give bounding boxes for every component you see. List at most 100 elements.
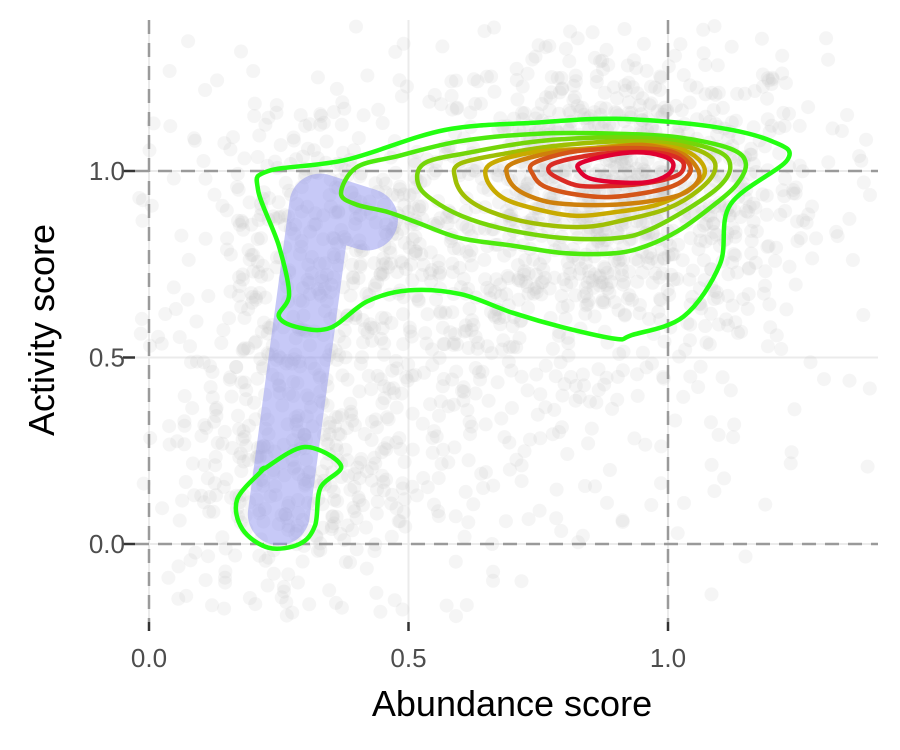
scatter-point	[676, 68, 691, 83]
scatter-point	[329, 438, 344, 453]
scatter-point	[533, 387, 548, 402]
scatter-point	[655, 107, 670, 122]
scatter-point	[402, 240, 417, 255]
scatter-point	[509, 452, 524, 467]
scatter-point	[760, 112, 775, 127]
scatter-point	[739, 204, 753, 218]
scatter-point	[577, 289, 591, 304]
scatter-point	[251, 213, 266, 227]
scatter-point	[749, 224, 764, 239]
scatter-point	[568, 393, 583, 408]
scatter-point	[431, 471, 446, 486]
scatter-point	[471, 335, 486, 350]
scatter-point	[560, 447, 575, 461]
scatter-point	[313, 107, 328, 122]
scatter-point	[518, 253, 533, 268]
scatter-point	[445, 102, 460, 117]
scatter-point	[789, 180, 803, 195]
scatter-point	[825, 121, 840, 136]
scatter-point	[538, 40, 553, 55]
scatter-point	[607, 253, 622, 268]
scatter-point	[329, 443, 344, 458]
scatter-point	[465, 163, 480, 178]
scatter-point	[319, 456, 334, 471]
scatter-point	[610, 91, 624, 106]
scatter-point	[239, 383, 254, 398]
scatter-point	[538, 400, 553, 415]
scatter-point	[387, 593, 402, 608]
scatter-point	[345, 523, 360, 538]
scatter-point	[563, 266, 578, 281]
scatter-point	[520, 279, 535, 294]
scatter-point	[218, 570, 232, 585]
scatter-point	[568, 378, 583, 393]
scatter-point	[468, 386, 483, 401]
scatter-point	[636, 162, 651, 177]
scatter-point	[404, 329, 419, 344]
scatter-point	[501, 271, 516, 286]
scatter-point	[396, 307, 411, 322]
scatter-point	[298, 118, 313, 133]
scatter-point	[396, 337, 411, 352]
scatter-point	[417, 173, 432, 188]
scatter-point	[434, 456, 449, 471]
scatter-point	[408, 229, 423, 244]
scatter-point	[134, 311, 149, 326]
scatter-point	[638, 437, 653, 452]
scatter-point	[397, 492, 412, 507]
scatter-point	[437, 337, 452, 352]
scatter-point	[198, 83, 213, 97]
scatter-point	[447, 241, 462, 256]
scatter-point	[373, 604, 388, 619]
scatter-point	[477, 252, 492, 267]
scatter-point	[242, 418, 256, 433]
scatter-point	[168, 302, 183, 316]
scatter-point	[155, 501, 170, 516]
scatter-point	[484, 346, 499, 361]
scatter-point	[594, 275, 609, 290]
scatter-point	[242, 252, 257, 267]
scatter-point	[758, 264, 773, 279]
scatter-point	[554, 82, 569, 97]
scatter-point	[239, 438, 254, 453]
scatter-point	[393, 442, 408, 456]
scatter-point	[396, 505, 411, 520]
scatter-point	[234, 299, 249, 314]
scatter-point	[383, 245, 398, 260]
scatter-point	[279, 595, 294, 610]
scatter-point	[709, 285, 724, 300]
scatter-point	[621, 75, 636, 90]
scatter-point	[359, 286, 374, 301]
scatter-point	[431, 504, 445, 519]
scatter-point	[377, 336, 392, 351]
scatter-point	[392, 73, 407, 88]
scatter-point	[370, 368, 385, 383]
scatter-point	[425, 430, 440, 445]
scatter-point	[345, 257, 360, 272]
scatter-point	[254, 231, 268, 246]
scatter-point	[563, 24, 578, 39]
scatter-point	[499, 287, 514, 302]
scatter-point	[196, 355, 211, 370]
scatter-point	[357, 427, 372, 441]
scatter-point	[351, 271, 366, 285]
scatter-point	[368, 278, 382, 293]
scatter-point	[730, 86, 745, 101]
scatter-point	[574, 261, 589, 276]
scatter-point	[655, 266, 670, 281]
scatter-point	[223, 142, 238, 157]
scatter-point	[177, 414, 192, 429]
scatter-point	[322, 583, 337, 598]
scatter-point	[341, 469, 356, 484]
scatter-point	[369, 420, 384, 435]
scatter-point	[177, 437, 192, 452]
scatter-point	[326, 484, 341, 499]
scatter-point	[452, 260, 467, 275]
scatter-point	[416, 471, 431, 485]
scatter-point	[368, 176, 383, 191]
density-contour	[254, 116, 792, 342]
scatter-point	[630, 388, 645, 403]
scatter-point	[373, 372, 388, 387]
scatter-point	[778, 204, 793, 218]
scatter-point	[586, 280, 601, 295]
